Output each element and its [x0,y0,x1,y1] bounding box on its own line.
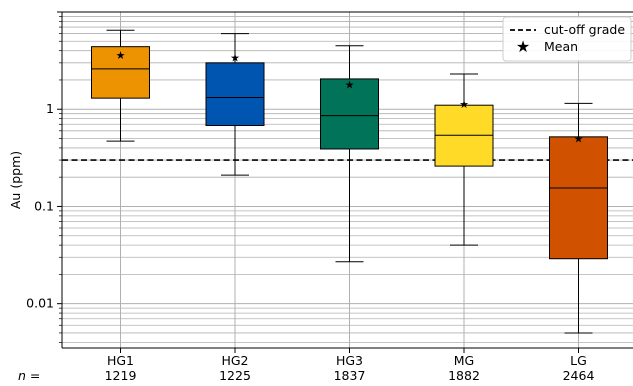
x-tick-label: MG [454,353,474,368]
x-tick-label: HG1 [107,353,134,368]
box-layer: ★ ★ ★ ★ ★ [91,29,608,334]
mean-marker: ★ [459,98,469,111]
box-hg2: ★ [205,33,265,176]
mean-marker: ★ [345,78,355,91]
iqr-box [549,136,608,260]
y-tick-label: 0.01 [26,296,54,311]
sample-count-label: 1882 [448,368,480,382]
mean-marker: ★ [574,132,584,145]
box-hg1: ★ [91,29,150,142]
sample-count-prefix: n = [18,368,40,382]
legend-mean-label: Mean [544,39,578,54]
x-tick-label: LG [570,353,587,368]
mean-marker: ★ [230,52,240,65]
mean-marker: ★ [116,49,126,62]
iqr-box [91,46,150,99]
y-tick-label: 0.1 [34,198,54,213]
legend-mean-marker: ★ [516,37,530,56]
sample-count-label: 1225 [219,368,251,382]
box-lg: ★ [549,102,608,334]
iqr-box [320,78,379,150]
box-hg3: ★ [320,45,379,263]
box-mg: ★ [434,73,494,246]
y-tick-label: 1 [46,101,54,116]
sample-count-label: 1837 [334,368,366,382]
x-tick-label: HG2 [221,353,248,368]
legend-frame [502,16,632,62]
legend: cut-off grade ★ Mean [502,16,632,62]
iqr-box [205,62,265,127]
y-axis-label: Au (ppm) [8,151,23,209]
legend-cutoff-label: cut-off grade [544,22,625,37]
sample-count-label: 1219 [105,368,137,382]
x-tick-label: HG3 [336,353,363,368]
sample-count-label: 2464 [563,368,595,382]
